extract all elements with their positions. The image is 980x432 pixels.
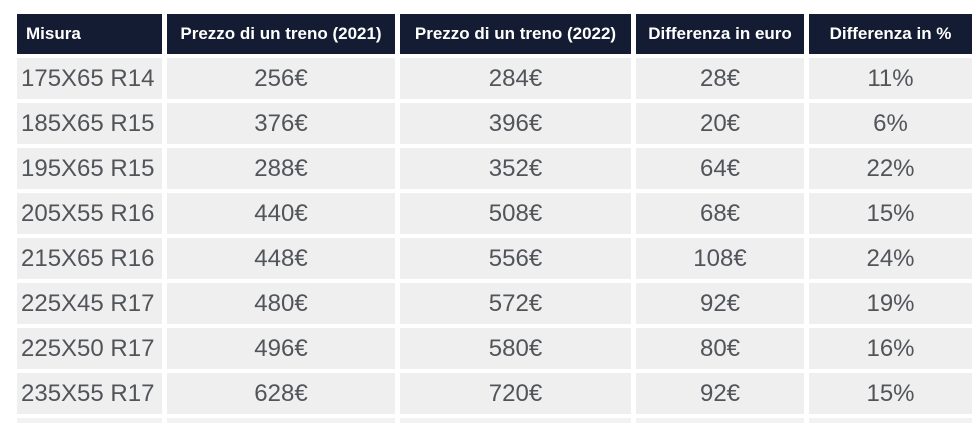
cell-prezzo-2022: 396€: [400, 103, 631, 144]
column-header-prezzo-2022: Prezzo di un treno (2022): [400, 14, 631, 54]
column-header-misura: Misura: [17, 14, 162, 54]
cell-prezzo-2021: 440€: [167, 193, 395, 234]
cell-prezzo-2022: 352€: [400, 148, 631, 189]
cell-differenza-euro: 20€: [636, 103, 804, 144]
table-row: 235X55 R17 628€ 720€ 92€ 15%: [17, 373, 972, 414]
cell-misura: 225X50 R17: [17, 328, 162, 369]
cell-differenza-pct: 24%: [809, 238, 972, 279]
cell-misura: 215X65 R16: [17, 238, 162, 279]
cell-differenza-pct: 11%: [809, 58, 972, 99]
cell-prezzo-2021: 376€: [167, 103, 395, 144]
cell-differenza-euro: 68€: [636, 193, 804, 234]
cell-differenza-pct: 15%: [809, 193, 972, 234]
cell-prezzo-2022: 284€: [400, 58, 631, 99]
cell-misura: 235X55 R17: [17, 373, 162, 414]
cell-prezzo-2021: 480€: [167, 283, 395, 324]
column-header-prezzo-2021: Prezzo di un treno (2021): [167, 14, 395, 54]
column-header-differenza-pct: Differenza in %: [809, 14, 972, 54]
cell-prezzo-2022: 572€: [400, 283, 631, 324]
cell-misura: 205X55 R16: [17, 193, 162, 234]
table-row: 185X65 R15 376€ 396€ 20€ 6%: [17, 103, 972, 144]
cell-prezzo-2021: 256€: [167, 58, 395, 99]
table-row: 205X55 R16 440€ 508€ 68€ 15%: [17, 193, 972, 234]
table-row: 225X50 R17 496€ 580€ 80€ 16%: [17, 328, 972, 369]
cell-differenza-euro: 28€: [636, 58, 804, 99]
cell-prezzo-2021: 448€: [167, 238, 395, 279]
table-row: 195X65 R15 288€ 352€ 64€ 22%: [17, 148, 972, 189]
cell-differenza-pct: 15%: [809, 373, 972, 414]
cell-differenza-pct: 16%: [809, 328, 972, 369]
cell-differenza-euro: 92€: [636, 283, 804, 324]
cell-differenza-euro: 108€: [636, 238, 804, 279]
cell-differenza-pct: 22%: [809, 148, 972, 189]
table-row: 175X65 R14 256€ 284€ 28€ 11%: [17, 58, 972, 99]
cell-misura: 225X45 R17: [17, 283, 162, 324]
cutoff-cell: [167, 418, 395, 423]
cutoff-cell: [17, 418, 162, 423]
cutoff-cell: [400, 418, 631, 423]
cutoff-partial-row: [17, 418, 972, 423]
cell-misura: 195X65 R15: [17, 148, 162, 189]
cell-prezzo-2021: 628€: [167, 373, 395, 414]
cell-misura: 175X65 R14: [17, 58, 162, 99]
cell-differenza-euro: 64€: [636, 148, 804, 189]
tyre-price-table: Misura Prezzo di un treno (2021) Prezzo …: [12, 10, 977, 427]
cell-prezzo-2022: 508€: [400, 193, 631, 234]
table-row: 215X65 R16 448€ 556€ 108€ 24%: [17, 238, 972, 279]
cell-prezzo-2021: 288€: [167, 148, 395, 189]
cell-differenza-pct: 6%: [809, 103, 972, 144]
cell-differenza-euro: 80€: [636, 328, 804, 369]
cutoff-cell: [809, 418, 972, 423]
cell-prezzo-2022: 580€: [400, 328, 631, 369]
column-header-differenza-euro: Differenza in euro: [636, 14, 804, 54]
cell-differenza-euro: 92€: [636, 373, 804, 414]
cutoff-cell: [636, 418, 804, 423]
header-row: Misura Prezzo di un treno (2021) Prezzo …: [17, 14, 972, 54]
cell-prezzo-2021: 496€: [167, 328, 395, 369]
cell-misura: 185X65 R15: [17, 103, 162, 144]
cell-prezzo-2022: 720€: [400, 373, 631, 414]
cell-differenza-pct: 19%: [809, 283, 972, 324]
cell-prezzo-2022: 556€: [400, 238, 631, 279]
table-row: 225X45 R17 480€ 572€ 92€ 19%: [17, 283, 972, 324]
